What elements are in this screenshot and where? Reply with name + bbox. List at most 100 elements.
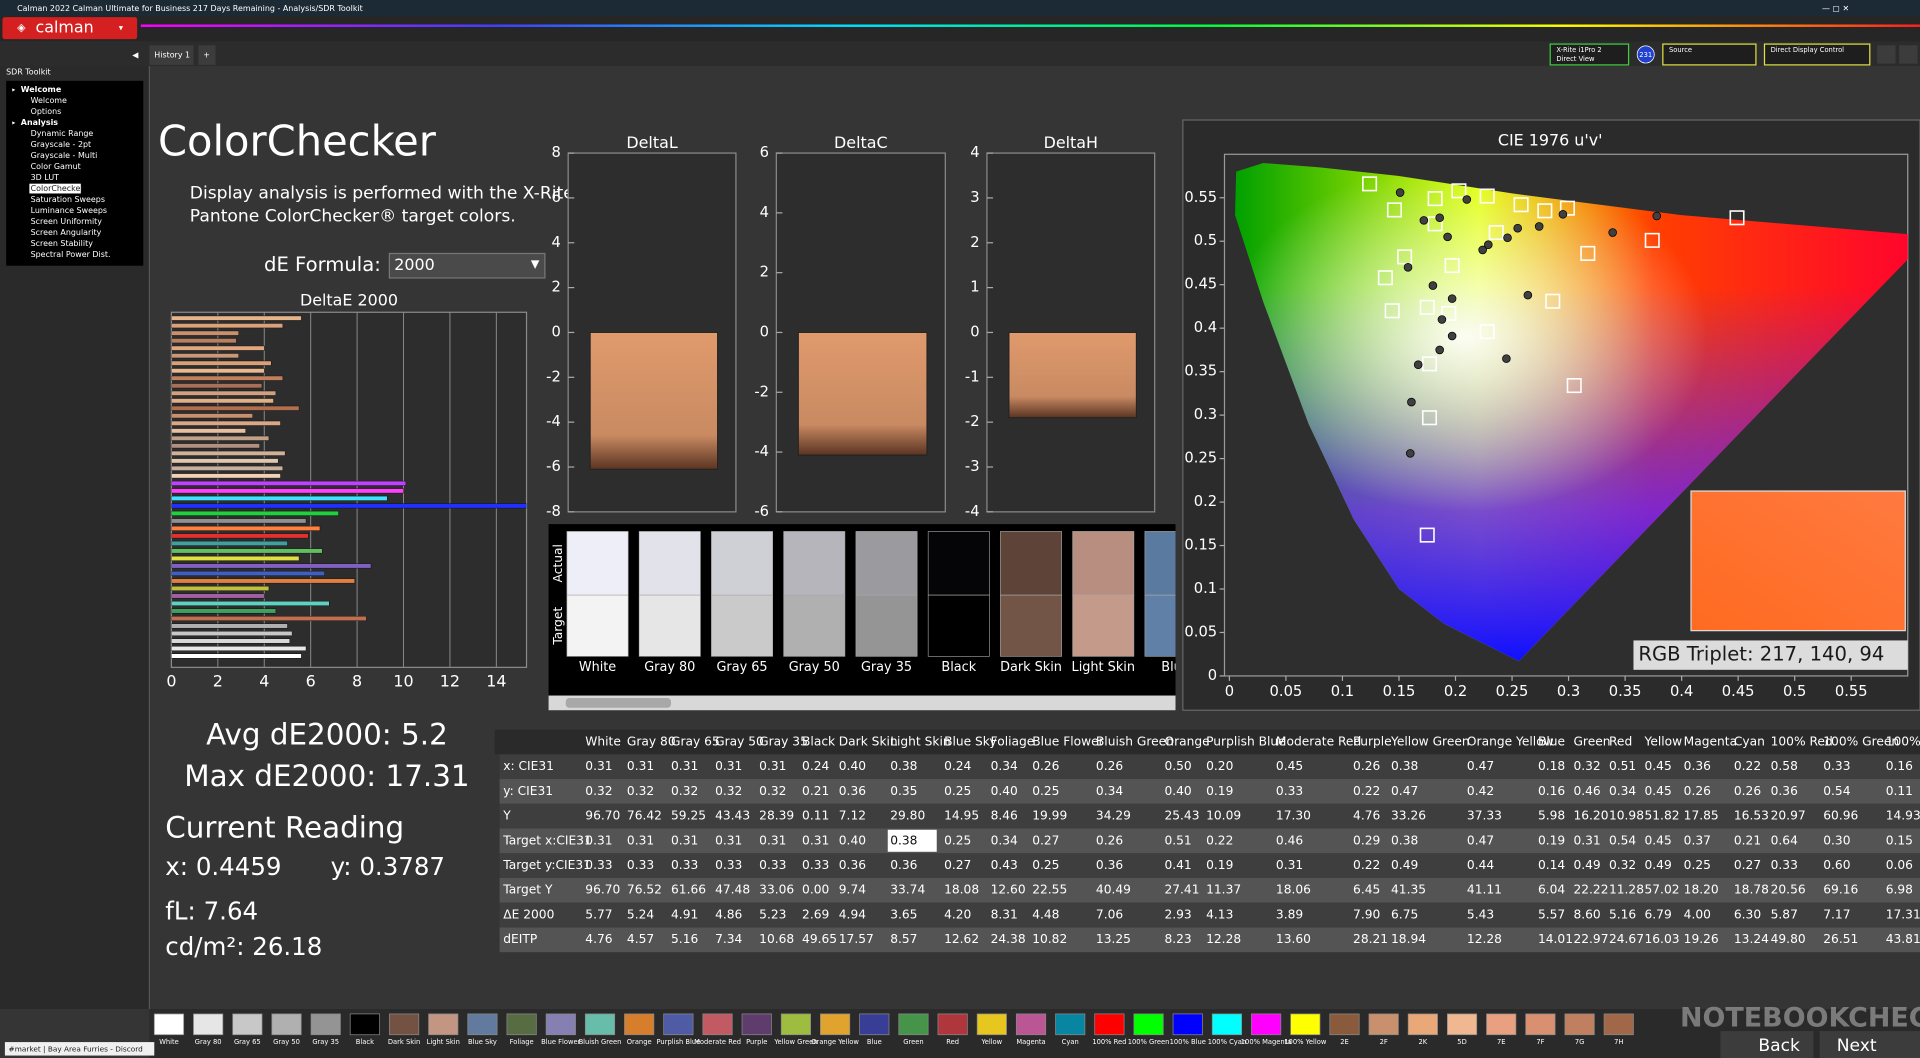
palette-swatch[interactable]	[506, 1013, 537, 1036]
palette-swatch[interactable]	[1211, 1013, 1242, 1036]
display-select[interactable]	[1763, 43, 1871, 66]
tree-item[interactable]: Screen Stability	[31, 239, 94, 248]
palette-swatch[interactable]	[467, 1013, 498, 1036]
target-point	[1729, 210, 1745, 226]
palette-swatch[interactable]	[741, 1013, 772, 1036]
tree-item[interactable]: Grayscale - 2pt	[31, 140, 92, 149]
palette-swatch[interactable]	[1525, 1013, 1556, 1036]
palette-swatch[interactable]	[1407, 1013, 1438, 1036]
measured-point	[1447, 294, 1457, 303]
palette-swatch[interactable]	[1251, 1013, 1282, 1036]
table-cell: 0.22	[1206, 833, 1233, 847]
palette-swatch[interactable]	[859, 1013, 890, 1036]
palette-swatch[interactable]	[232, 1013, 263, 1036]
palette-swatch[interactable]	[1172, 1013, 1203, 1036]
table-cell: 4.20	[944, 907, 971, 921]
tree-group[interactable]: Welcome	[21, 85, 61, 94]
palette-swatch[interactable]	[1015, 1013, 1047, 1036]
table-cell: 0.49	[1573, 858, 1600, 872]
tab[interactable]	[149, 45, 194, 65]
taskbar-item[interactable]	[4, 1042, 155, 1056]
palette-swatch[interactable]	[584, 1013, 616, 1036]
palette-swatch[interactable]	[193, 1013, 224, 1036]
palette-swatch[interactable]	[1564, 1013, 1595, 1036]
tree-item[interactable]: Options	[31, 107, 62, 116]
back-button[interactable]	[1720, 1031, 1814, 1058]
meter-badge[interactable]	[1636, 45, 1655, 64]
settings-button[interactable]	[1877, 45, 1896, 64]
palette-swatch[interactable]	[820, 1013, 851, 1036]
tree-group[interactable]: Analysis	[21, 118, 58, 127]
table-cell: 0.54	[1823, 784, 1850, 798]
measured-point	[1405, 449, 1415, 458]
palette-swatch[interactable]	[1290, 1013, 1321, 1036]
bar	[171, 518, 307, 524]
table-row	[499, 779, 1920, 804]
palette-swatch[interactable]	[976, 1013, 1007, 1036]
y-tick-label: 0.5	[1194, 232, 1217, 249]
palette-swatch[interactable]	[780, 1013, 811, 1036]
source-select[interactable]	[1662, 43, 1757, 66]
palette-swatch[interactable]	[937, 1013, 968, 1036]
window-controls[interactable]: — ▢ ✕	[1822, 4, 1849, 13]
close-panel-button[interactable]	[1899, 45, 1918, 64]
palette-name: 100% Yellow	[1284, 1038, 1327, 1046]
tree-item[interactable]: Color Gamut	[31, 162, 81, 171]
table-cell: 4.57	[627, 932, 654, 946]
scroll-thumb[interactable]	[565, 697, 672, 708]
palette-swatch[interactable]	[349, 1013, 380, 1036]
palette-swatch[interactable]	[1486, 1013, 1517, 1036]
palette-swatch[interactable]	[271, 1013, 302, 1036]
palette-swatch[interactable]	[1446, 1013, 1478, 1036]
palette-swatch[interactable]	[389, 1013, 420, 1036]
palette-swatch[interactable]	[1603, 1013, 1634, 1036]
palette-swatch[interactable]	[663, 1013, 694, 1036]
palette-swatch[interactable]	[153, 1013, 185, 1036]
tree-item[interactable]: Grayscale - Multi	[31, 151, 98, 160]
table-cell: 6.45	[1353, 883, 1380, 897]
table-cell: 5.23	[759, 907, 786, 921]
palette-swatch[interactable]	[545, 1013, 576, 1036]
table-cell: 57.02	[1644, 883, 1679, 897]
column-header: White	[585, 735, 621, 749]
palette-swatch[interactable]	[702, 1013, 733, 1036]
tree-item[interactable]: Welcome	[31, 96, 67, 105]
swatch-target	[638, 594, 701, 657]
palette-swatch[interactable]	[1055, 1013, 1086, 1036]
collapse-icon[interactable]: ◀	[132, 51, 139, 60]
table-cell: 8.60	[1573, 907, 1600, 921]
palette-swatch[interactable]	[1133, 1013, 1164, 1036]
palette-swatch[interactable]	[1368, 1013, 1399, 1036]
table-cell: 0.11	[802, 809, 829, 823]
tree-item[interactable]: Spectral Power Dist.	[31, 250, 111, 259]
meter-select[interactable]	[1549, 43, 1630, 66]
logo-button[interactable]	[2, 17, 138, 40]
palette-swatch[interactable]	[624, 1013, 655, 1036]
next-button[interactable]	[1819, 1031, 1920, 1058]
formula-dropdown[interactable]	[388, 252, 546, 279]
table-cell: 11.28	[1609, 883, 1644, 897]
tab-add[interactable]	[198, 45, 216, 65]
table-cell: 13.24	[1734, 932, 1769, 946]
tree-item[interactable]: Screen Uniformity	[31, 217, 103, 226]
tree-item[interactable]: Screen Angularity	[31, 228, 102, 237]
tree-item[interactable]: 3D LUT	[31, 173, 60, 182]
bar	[171, 428, 246, 434]
table-cell: 0.36	[839, 784, 866, 798]
table-cell: 0.47	[1467, 833, 1494, 847]
table-cell: 0.33	[759, 858, 786, 872]
tree-item[interactable]: Dynamic Range	[31, 129, 94, 138]
palette-swatch[interactable]	[898, 1013, 929, 1036]
palette-swatch[interactable]	[1329, 1013, 1360, 1036]
palette-swatch[interactable]	[310, 1013, 341, 1036]
table-cell: 19.99	[1032, 809, 1067, 823]
tree-item[interactable]: Luminance Sweeps	[31, 206, 107, 215]
y-tick-label: 0.45	[1184, 276, 1217, 293]
bar	[171, 585, 270, 591]
tree-item[interactable]: Saturation Sweeps	[31, 195, 105, 204]
tree-item[interactable]: ColorChecker	[31, 184, 85, 193]
palette-swatch[interactable]	[1094, 1013, 1125, 1036]
swatch-scrollbar[interactable]	[548, 695, 1176, 711]
table-cell: 0.64	[1771, 833, 1798, 847]
palette-swatch[interactable]	[428, 1013, 459, 1036]
